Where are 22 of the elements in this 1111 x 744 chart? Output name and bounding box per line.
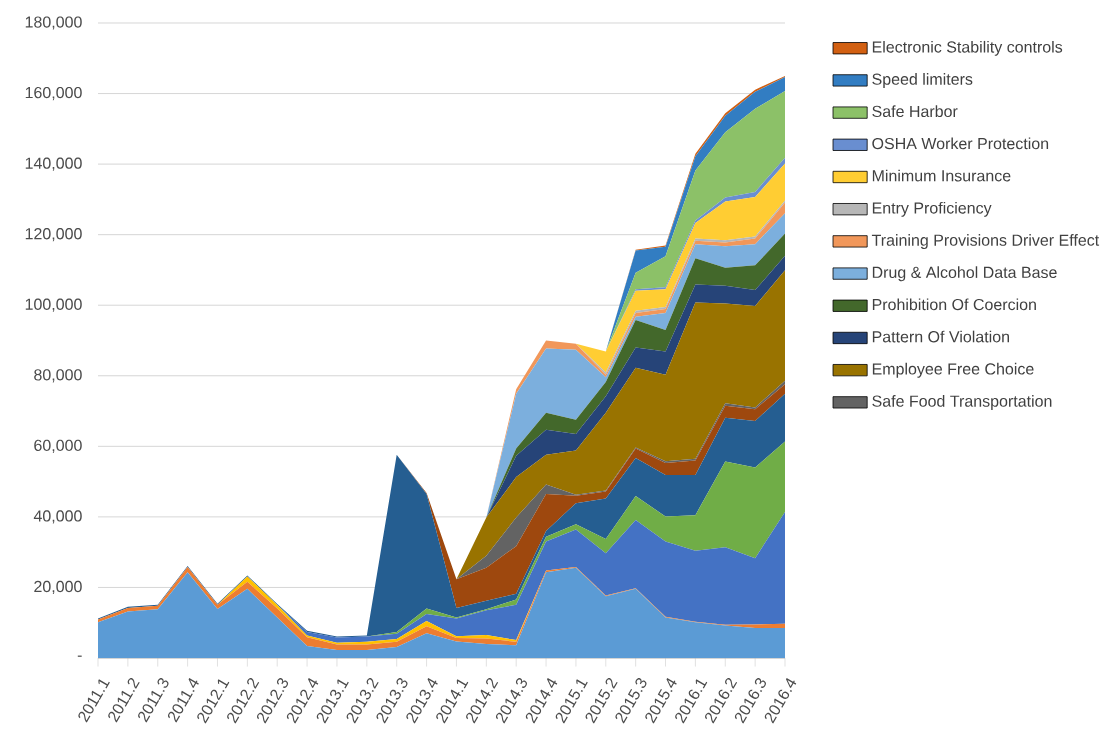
legend-label: Training Provisions Driver Effect bbox=[871, 234, 1100, 249]
legend-label: Speed limiters bbox=[872, 73, 973, 89]
legend-label: Employee Free Choice bbox=[872, 362, 1034, 378]
y-tick-label: 60,000 bbox=[34, 439, 82, 453]
y-tick-label: 20,000 bbox=[34, 580, 82, 595]
y-tick-label: 120,000 bbox=[25, 228, 82, 242]
legend-label: OSHA Worker Protection bbox=[872, 137, 1049, 150]
y-tick-label: 140,000 bbox=[25, 157, 82, 171]
y-tick-label: 160,000 bbox=[25, 86, 82, 101]
y-tick-label: 180,000 bbox=[25, 16, 82, 30]
y-tick-label: 40,000 bbox=[33, 510, 82, 524]
legend-label: Safe Food Transportation bbox=[872, 395, 1052, 410]
y-tick-label: 100,000 bbox=[25, 298, 82, 312]
y-tick-label: - bbox=[77, 655, 82, 657]
legend-label: Pattern Of Violation bbox=[872, 330, 1009, 343]
legend-label: Prohibition Of Coercion bbox=[872, 298, 1036, 311]
legend-label: Minimum Insurance bbox=[872, 169, 1011, 182]
y-tick-label: 80,000 bbox=[34, 369, 82, 383]
legend-label: Safe Harbor bbox=[872, 105, 958, 118]
legend-label: Entry Proficiency bbox=[872, 201, 992, 217]
legend-label: Drug & Alcohol Data Base bbox=[872, 266, 1057, 282]
legend-label: Electronic Stability controls bbox=[872, 40, 1063, 56]
